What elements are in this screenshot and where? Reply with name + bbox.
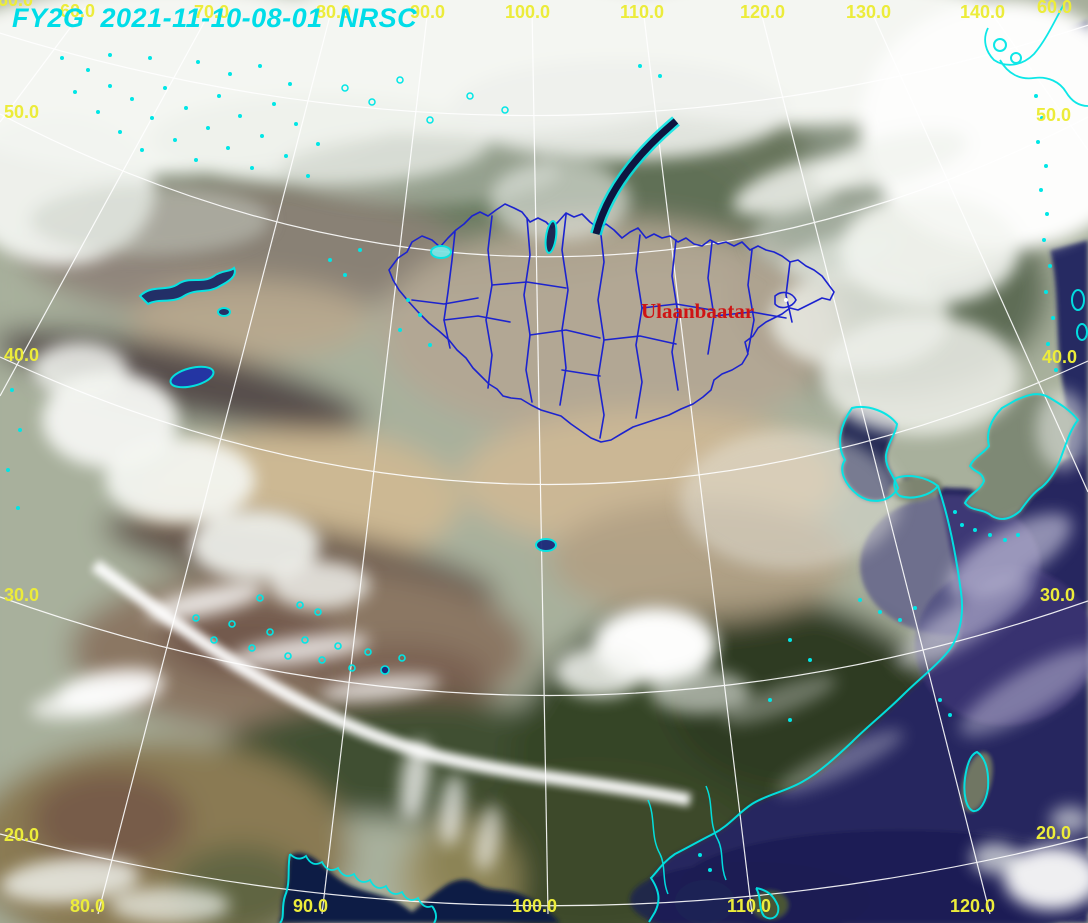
lake-issyk-kul xyxy=(169,365,215,389)
lake-qinghai xyxy=(535,538,557,552)
meridian-130e xyxy=(869,7,1088,493)
mongolia-admin-borders xyxy=(388,203,835,443)
lake-alakol xyxy=(217,307,231,317)
parallel-60n xyxy=(0,24,1088,117)
taiwan-coast xyxy=(963,750,990,813)
mongolia-outline xyxy=(388,203,835,443)
cloud-typhoon-top-right xyxy=(860,0,1088,250)
tibet-lakes xyxy=(192,594,406,675)
meridian-110e xyxy=(642,7,753,915)
himalaya-snow-arc xyxy=(91,559,692,807)
yunnan-river-1 xyxy=(647,799,669,895)
india-east-coast xyxy=(279,853,291,923)
meridian-90e xyxy=(321,7,429,915)
bohai-coast xyxy=(839,406,900,502)
meridian-80e xyxy=(97,7,333,915)
yunnan-river-2 xyxy=(705,785,727,881)
ulaanbaatar-enclave xyxy=(774,291,797,309)
right-edge-islet-1 xyxy=(1071,289,1085,311)
bay-of-bengal xyxy=(278,853,560,923)
gulf-of-tonkin xyxy=(675,880,735,923)
parallel-20n xyxy=(0,833,1088,907)
meridian-120e xyxy=(759,7,991,915)
leizhou-hainan-coast xyxy=(755,887,780,920)
shandong-coast xyxy=(893,475,940,499)
meridian-60e xyxy=(0,7,86,123)
meridian-140e xyxy=(987,7,1088,151)
coastline-layer xyxy=(138,3,1088,923)
meridian-100e xyxy=(531,7,549,915)
shandong-peninsula-land xyxy=(890,476,942,502)
parallel-50n xyxy=(0,113,1088,258)
parallel-40n xyxy=(0,356,1088,486)
meridian-70e xyxy=(0,7,213,397)
taiwan-land xyxy=(962,752,992,812)
lake-baikal-water xyxy=(592,118,679,235)
right-edge-islet-2 xyxy=(1076,323,1088,341)
lake-uvs xyxy=(430,245,452,259)
lake-khovsgol xyxy=(544,220,558,254)
lake-balkhash xyxy=(138,266,236,306)
china-east-coast xyxy=(648,485,963,923)
ulaanbaatar-dot xyxy=(784,298,788,302)
myanmar-coast xyxy=(431,905,437,923)
amur-tatar-coast xyxy=(984,3,1088,107)
bengal-delta-coast xyxy=(289,853,433,908)
korea-coast xyxy=(963,393,1080,520)
graticule-lines xyxy=(0,7,1088,915)
snow-ice-speckles xyxy=(6,53,1058,872)
